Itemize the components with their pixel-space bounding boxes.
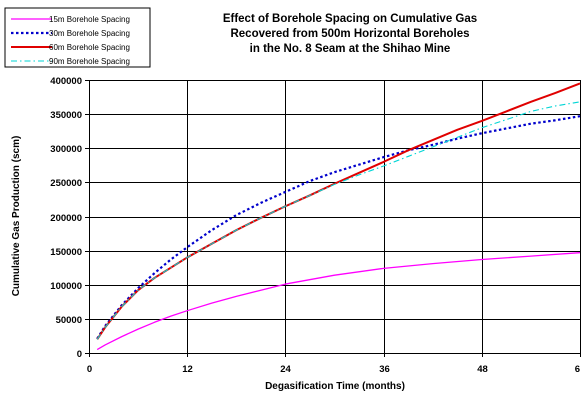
y-tick-label: 300000	[50, 144, 82, 155]
chart-title-line-2: Recovered from 500m Horizontal Boreholes	[230, 28, 469, 40]
chart-title-line-3: in the No. 8 Seam at the Shihao Mine	[250, 43, 451, 55]
legend-label-3: 60m Borehole Spacing	[49, 43, 130, 52]
series-line-2	[96, 115, 581, 340]
series-layer	[96, 82, 581, 351]
legend-label-4: 90m Borehole Spacing	[49, 57, 130, 66]
y-axis-label: Cumulative Gas Production (scm)	[11, 136, 22, 297]
x-tick-label: 6	[575, 364, 580, 375]
x-tick-label: 24	[280, 364, 291, 375]
y-tick-label: 50000	[56, 315, 82, 326]
y-tick-label: 200000	[50, 213, 82, 224]
y-tick-label: 0	[77, 349, 82, 360]
legend-label-1: 15m Borehole Spacing	[49, 15, 130, 24]
series-line-1	[96, 252, 581, 351]
y-axis-ticks: 0 50000 100000 150000 200000 250000 300000 3500…	[50, 76, 89, 360]
plot-area	[89, 80, 580, 353]
y-tick-label: 400000	[50, 76, 82, 87]
x-axis-ticks: 0 12 24 36 48 6	[87, 353, 581, 375]
y-tick-label: 350000	[50, 110, 82, 121]
legend-label-2: 30m Borehole Spacing	[49, 29, 130, 38]
legend-box	[4, 7, 151, 68]
chart-title-line-1: Effect of Borehole Spacing on Cumulative…	[223, 13, 477, 25]
x-tick-label: 36	[379, 364, 390, 375]
legend: 15m Borehole Spacing 30m Borehole Spacing…	[4, 7, 151, 68]
chart-title: Effect of Borehole Spacing on Cumulative…	[223, 13, 477, 55]
x-tick-label: 48	[477, 364, 488, 375]
y-tick-label: 250000	[50, 178, 82, 189]
y-tick-label: 150000	[50, 247, 82, 258]
x-tick-label: 0	[87, 364, 92, 375]
series-line-4	[96, 101, 581, 340]
axes	[89, 80, 580, 354]
y-tick-label: 100000	[50, 281, 82, 292]
x-axis-label: Degasification Time (months)	[265, 381, 405, 392]
x-tick-label: 12	[182, 364, 193, 375]
